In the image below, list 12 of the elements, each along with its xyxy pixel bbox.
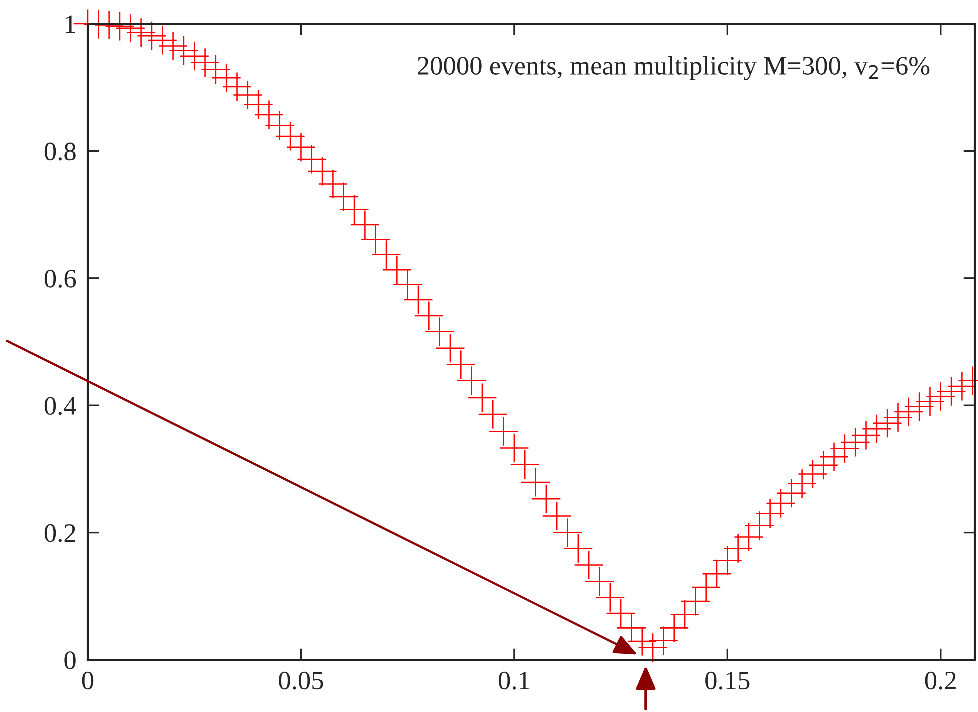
y-tick-label: 0.4 [44,397,76,416]
x-tick-label: 0.1 [498,672,530,690]
y-tick-label: 0 [64,652,76,670]
y-tick-label: 0.8 [44,142,76,161]
x-tick-label: 0.2 [925,672,956,690]
x-tick-label: 0.15 [706,672,750,690]
x-tick-label: 0 [82,672,94,690]
y-tick-label: 0.6 [44,270,76,288]
y-tick-label: 1 [66,16,76,34]
x-tick-label: 0.05 [279,672,324,690]
annotation: 20000 events, mean multiplicity M=300, v$_{2}$=6% [418,56,930,80]
y-tick-label: 0.2 [44,524,76,542]
